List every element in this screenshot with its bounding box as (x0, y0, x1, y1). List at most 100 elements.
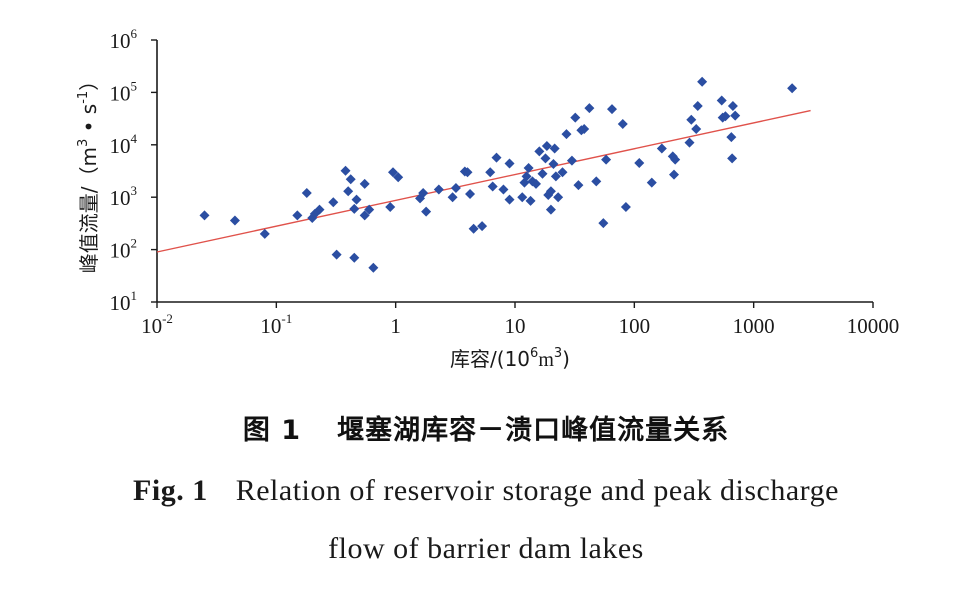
data-points (199, 76, 798, 273)
data-point (421, 206, 432, 217)
data-point (545, 186, 556, 197)
data-point (199, 210, 210, 221)
data-point (393, 172, 404, 183)
data-point (730, 110, 741, 121)
data-point (545, 204, 556, 215)
y-tick-label: 103 (110, 183, 138, 210)
data-point (525, 195, 536, 206)
data-point (531, 178, 542, 189)
data-point (523, 163, 534, 174)
data-point (550, 171, 561, 182)
data-point (584, 103, 595, 114)
data-point (548, 159, 559, 170)
data-point (462, 167, 473, 178)
data-point (669, 169, 680, 180)
data-point (314, 204, 325, 215)
data-point (385, 202, 396, 213)
data-point (504, 158, 515, 169)
data-point (468, 223, 479, 234)
x-tick-label: 10-2 (141, 311, 173, 338)
figure-caption-english-line1: Fig. 1 Relation of reservoir storage and … (0, 474, 972, 508)
data-point (359, 178, 370, 189)
data-point (716, 95, 727, 106)
figure-caption-chinese: 图 1 堰塞湖库容－溃口峰值流量关系 (0, 408, 972, 447)
x-axis-title: 库容/(106m3) (450, 346, 570, 371)
data-point (697, 76, 708, 87)
data-point (561, 129, 572, 140)
data-point (573, 180, 584, 191)
y-tick-label: 104 (110, 131, 138, 158)
y-tick-label: 102 (110, 236, 138, 263)
data-point (591, 176, 602, 187)
data-point (229, 215, 240, 226)
data-point (598, 218, 609, 229)
figure-caption-english-line2: flow of barrier dam lakes (0, 532, 972, 566)
data-point (292, 210, 303, 221)
trend-line (156, 109, 811, 253)
x-tick-label: 1000 (733, 314, 775, 338)
data-point (491, 152, 502, 163)
data-point (517, 192, 528, 203)
data-point (670, 154, 681, 165)
figure-number-english: Fig. 1 (133, 474, 208, 507)
y-tick-label: 106 (110, 26, 138, 53)
data-point (727, 101, 738, 112)
data-point (727, 153, 738, 164)
data-point (634, 157, 645, 168)
data-point (368, 262, 379, 273)
data-point (646, 177, 657, 188)
data-point (720, 111, 731, 122)
data-point (477, 221, 488, 232)
data-point (617, 118, 628, 129)
data-point (349, 252, 360, 263)
data-point (692, 101, 703, 112)
x-tick-label: 10000 (847, 314, 900, 338)
data-point (620, 202, 631, 213)
data-point (691, 124, 702, 135)
data-point (331, 249, 342, 260)
data-point (364, 204, 375, 215)
y-axis-title: 峰值流量/（m3 • s-1） (76, 71, 101, 273)
data-point (684, 137, 695, 148)
data-point (345, 174, 356, 185)
x-tick-label: 100 (619, 314, 651, 338)
data-point (570, 112, 581, 123)
data-point (359, 210, 370, 221)
data-point (534, 146, 545, 157)
data-point (656, 143, 667, 154)
data-point (388, 167, 399, 178)
y-tick-label: 101 (110, 288, 138, 315)
x-axis-ticks: 10-2 10-1 1 10 100 1000 10000 (141, 302, 899, 338)
data-point (607, 104, 618, 115)
data-point (557, 167, 568, 178)
data-point (351, 194, 362, 205)
data-point (498, 184, 509, 195)
data-point (549, 143, 560, 154)
data-point (465, 189, 476, 200)
x-tick-label: 1 (390, 314, 401, 338)
data-point (328, 197, 339, 208)
scatter-chart: 10-2 10-1 1 10 100 1000 10000 1011021031041051… (76, 26, 900, 371)
data-point (504, 194, 515, 205)
data-point (349, 203, 360, 214)
data-point (433, 184, 444, 195)
chart-axes: 10-2 10-1 1 10 100 1000 10000 1011021031041051… (110, 26, 900, 338)
data-point (787, 83, 798, 94)
y-axis-ticks: 101 102 103 104 105 106 (110, 26, 157, 315)
data-point (485, 167, 496, 178)
data-point (601, 154, 612, 165)
data-point (726, 132, 737, 143)
data-point (521, 171, 532, 182)
data-point (579, 124, 590, 135)
data-point (487, 181, 498, 192)
data-point (447, 192, 458, 203)
x-tick-label: 10-1 (260, 311, 292, 338)
data-point (343, 186, 354, 197)
data-point (450, 182, 461, 193)
data-point (686, 114, 697, 125)
data-point (301, 188, 312, 199)
data-point (540, 153, 551, 164)
data-point (259, 228, 270, 239)
data-point (553, 192, 564, 203)
figure-title-chinese: 堰塞湖库容－溃口峰值流量关系 (337, 415, 730, 446)
